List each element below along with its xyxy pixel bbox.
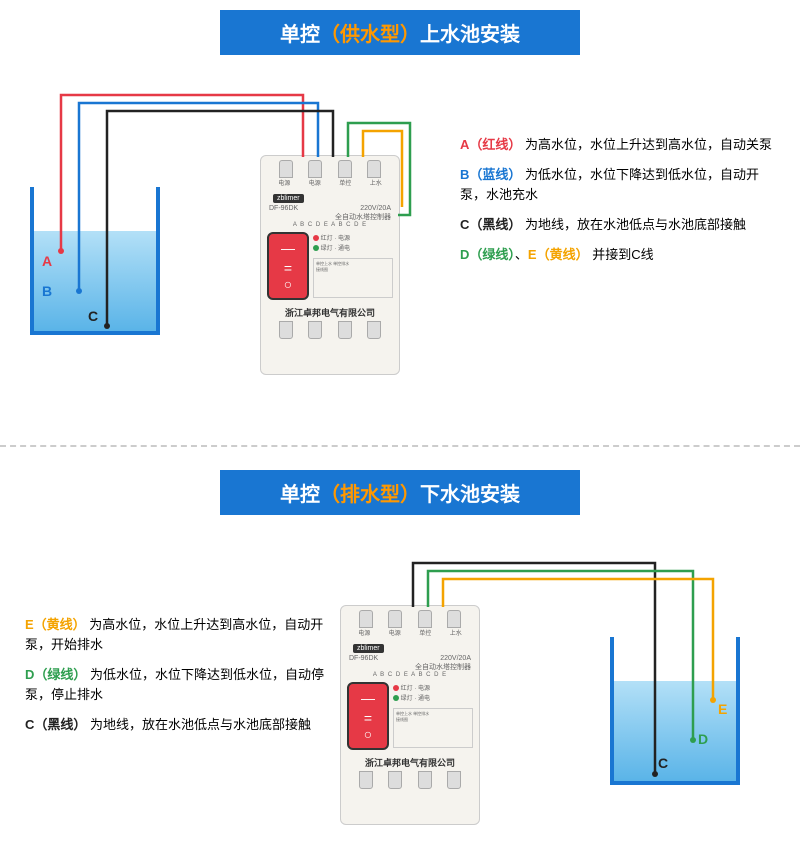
- probe-a-label: A: [42, 253, 52, 269]
- terminal: [308, 321, 322, 339]
- content-1: A B C 电源电源单控上水 zblimer DF-96DK 220V/20A …: [0, 55, 800, 385]
- terminal: [418, 610, 432, 628]
- section-supply: 单控（供水型）上水池安装 A B C 电源电源单控上水 zblimer DF-9…: [0, 10, 800, 385]
- dev-body2: — = ○ 红灯 · 电源 绿灯 · 通电 单控上水 单控排水接线图: [341, 678, 479, 754]
- probe-d-dot: [690, 737, 696, 743]
- ld2: D（绿线）: [25, 667, 86, 682]
- probe-e-label: E: [718, 701, 727, 717]
- terminal: [418, 771, 432, 789]
- terminal: [388, 771, 402, 789]
- ld: D（绿线）: [460, 247, 515, 262]
- title-mid2: （排水型）: [320, 484, 420, 506]
- terminal: [308, 160, 322, 178]
- terminal: [447, 771, 461, 789]
- brand: zblimer: [273, 194, 304, 203]
- divider: [0, 445, 800, 447]
- probe-e-dot: [710, 697, 716, 703]
- legend-e2: E（黄线） 为高水位，水位上升达到高水位，自动开泵，开始排水: [25, 615, 325, 655]
- terminal: [338, 160, 352, 178]
- dev-brand-row2: zblimer: [341, 637, 479, 655]
- probe-b-dot: [76, 288, 82, 294]
- model: DF-96DK: [269, 205, 298, 212]
- title-bar-1: 单控（供水型）上水池安装: [220, 10, 580, 55]
- terminal: [367, 321, 381, 339]
- lc2: C（黑线）: [25, 717, 86, 732]
- tc: 为地线，放在水池低点与水池底部接触: [525, 217, 746, 232]
- rocker-switch[interactable]: — = ○: [267, 232, 309, 300]
- terminals-bot2: [341, 771, 479, 793]
- probe-c-dot: [104, 323, 110, 329]
- dev-info: 红灯 · 电源 绿灯 · 通电 单控上水 单控排水接线图: [313, 234, 393, 298]
- tde: 并接到C线: [592, 247, 653, 262]
- led2: 绿灯 · 通电: [321, 246, 350, 252]
- title-post: 上水池安装: [420, 24, 520, 46]
- spec: 220V/20A: [360, 205, 391, 212]
- led1: 红灯 · 电源: [321, 236, 350, 242]
- title-mid: （供水型）: [320, 24, 420, 46]
- dev-desc: 全自动水塔控制器: [261, 212, 399, 222]
- dev-labels: 电源电源单控上水: [261, 178, 399, 187]
- terminal: [388, 610, 402, 628]
- probe-c-label: C: [88, 308, 98, 324]
- content-2: E（黄线） 为高水位，水位上升达到高水位，自动开泵，开始排水 D（绿线） 为低水…: [0, 515, 800, 845]
- dev-desc2: 全自动水塔控制器: [341, 662, 479, 672]
- terminals-top: [261, 156, 399, 178]
- probe-c2-label: C: [658, 755, 668, 771]
- probe-b-label: B: [42, 283, 52, 299]
- tc2: 为地线，放在水池低点与水池底部接触: [90, 717, 311, 732]
- section-drain: 单控（排水型）下水池安装 E（黄线） 为高水位，水位上升达到高水位，自动开泵，开…: [0, 470, 800, 845]
- la: A（红线）: [460, 137, 521, 152]
- lc: C（黑线）: [460, 217, 521, 232]
- terminal: [447, 610, 461, 628]
- dev-labels2: 电源电源单控上水: [341, 628, 479, 637]
- probe-d-label: D: [698, 731, 708, 747]
- dev-model: DF-96DK 220V/20A: [261, 205, 399, 212]
- terminal: [359, 610, 373, 628]
- terminal: [279, 160, 293, 178]
- lb: B（蓝线）: [460, 167, 521, 182]
- legend-de: D（绿线）、E（黄线） 并接到C线: [460, 245, 780, 265]
- legend-c: C（黑线） 为地线，放在水池低点与水池底部接触: [460, 215, 780, 235]
- dev-model2: DF-96DK 220V/20A: [341, 655, 479, 662]
- device-1: 电源电源单控上水 zblimer DF-96DK 220V/20A 全自动水塔控…: [260, 155, 400, 375]
- terminal: [367, 160, 381, 178]
- title-post2: 下水池安装: [420, 484, 520, 506]
- company: 浙江卓邦电气有限公司: [261, 304, 399, 321]
- led1b: 红灯 · 电源: [401, 686, 430, 692]
- brand2: zblimer: [353, 644, 384, 653]
- desc: 全自动水塔控制器: [335, 212, 391, 222]
- legend-1: A（红线） 为高水位，水位上升达到高水位，自动关泵 B（蓝线） 为低水位，水位下…: [460, 135, 780, 275]
- terminal: [338, 321, 352, 339]
- dev-body: — = ○ 红灯 · 电源 绿灯 · 通电 单控上水 单控排水接线图: [261, 228, 399, 304]
- spec2: 220V/20A: [440, 655, 471, 662]
- legend-2: E（黄线） 为高水位，水位上升达到高水位，自动开泵，开始排水 D（绿线） 为低水…: [25, 615, 325, 745]
- le: E（黄线）: [528, 247, 589, 262]
- le2: E（黄线）: [25, 617, 86, 632]
- probe-a-dot: [58, 248, 64, 254]
- led2b: 绿灯 · 通电: [401, 696, 430, 702]
- ta: 为高水位，水位上升达到高水位，自动关泵: [525, 137, 772, 152]
- terminal: [359, 771, 373, 789]
- dev-brand-row: zblimer: [261, 187, 399, 205]
- title-bar-2: 单控（排水型）下水池安装: [220, 470, 580, 515]
- title-pre2: 单控: [280, 484, 320, 506]
- company2: 浙江卓邦电气有限公司: [341, 754, 479, 771]
- dev-info2: 红灯 · 电源 绿灯 · 通电 单控上水 单控排水接线图: [393, 684, 473, 748]
- terminal: [279, 321, 293, 339]
- device-2: 电源电源单控上水 zblimer DF-96DK 220V/20A 全自动水塔控…: [340, 605, 480, 825]
- sep: 、: [515, 247, 528, 262]
- probe-c2-dot: [652, 771, 658, 777]
- desc2: 全自动水塔控制器: [415, 662, 471, 672]
- terminals-bot: [261, 321, 399, 343]
- title-pre: 单控: [280, 24, 320, 46]
- legend-c2: C（黑线） 为地线，放在水池低点与水池底部接触: [25, 715, 325, 735]
- legend-a: A（红线） 为高水位，水位上升达到高水位，自动关泵: [460, 135, 780, 155]
- terminals-top2: [341, 606, 479, 628]
- rocker-switch-2[interactable]: — = ○: [347, 682, 389, 750]
- legend-d2: D（绿线） 为低水位，水位下降达到低水位，自动停泵，停止排水: [25, 665, 325, 705]
- legend-b: B（蓝线） 为低水位，水位下降达到低水位，自动开泵，水池充水: [460, 165, 780, 205]
- model2: DF-96DK: [349, 655, 378, 662]
